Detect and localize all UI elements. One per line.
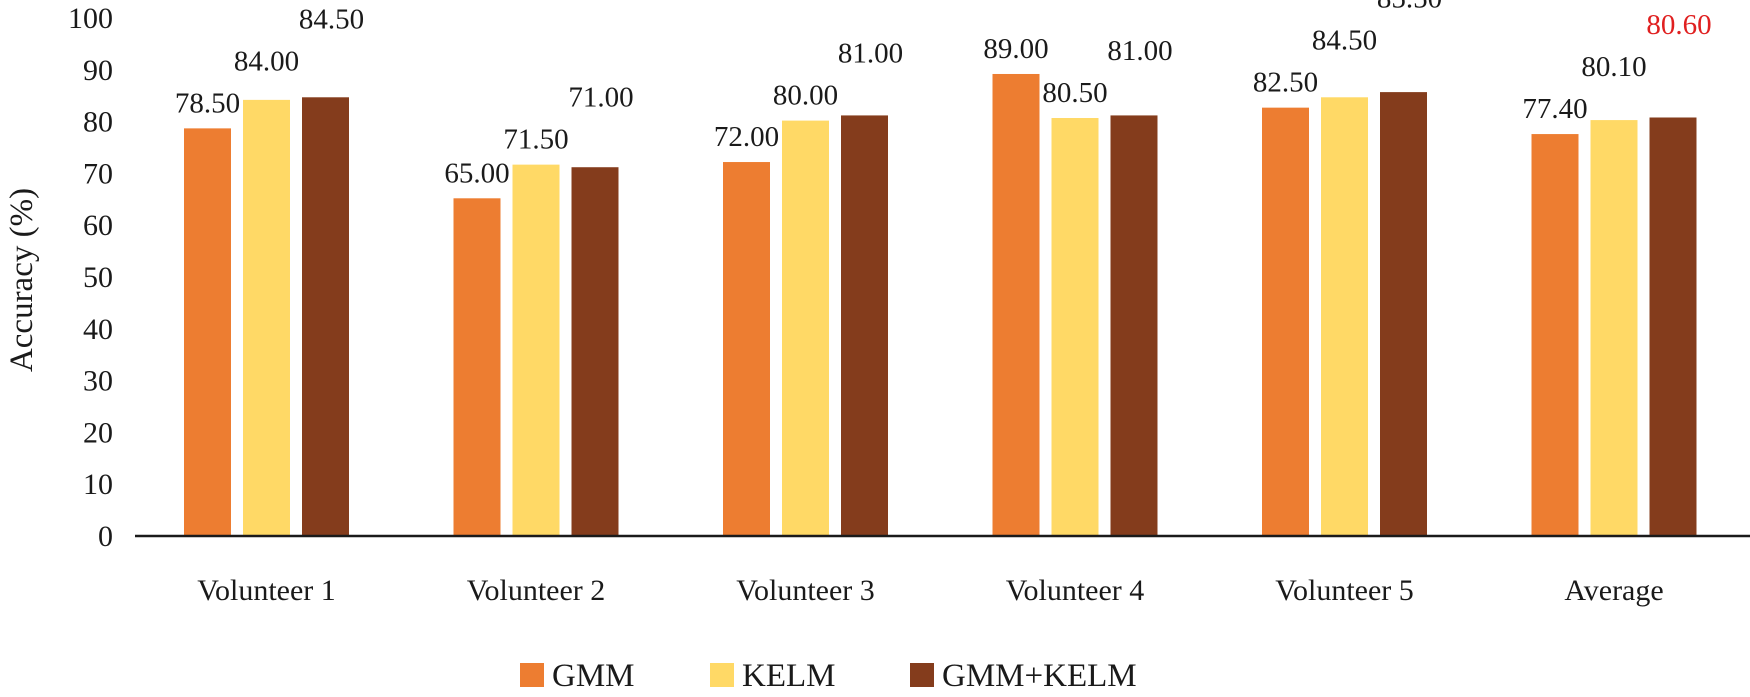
data-label: 84.50 [1312, 25, 1377, 57]
data-label: 80.50 [1042, 77, 1107, 109]
bar-gmm-kelm-1 [571, 167, 619, 535]
bar-gmm-5 [1531, 134, 1579, 535]
legend-swatch-0 [520, 663, 544, 687]
bars [184, 73, 1697, 536]
bar-kelm-0 [243, 99, 290, 535]
y-tick-label: 20 [83, 416, 113, 449]
legend: GMM KELM GMM+KELM [520, 658, 1137, 694]
bar-kelm-2 [782, 120, 829, 535]
bar-gmm-kelm-3 [1110, 115, 1158, 536]
x-tick-label: Volunteer 3 [736, 574, 875, 607]
data-label: 71.00 [568, 82, 633, 114]
y-tick-label: 80 [83, 106, 113, 139]
x-tick-label: Volunteer 5 [1275, 574, 1414, 607]
legend-label-0: GMM [552, 658, 635, 692]
y-tick-label: 70 [83, 157, 113, 190]
y-tick-label: 50 [83, 261, 113, 294]
bar-gmm-kelm-0 [302, 97, 349, 535]
y-tick-label: 10 [83, 468, 113, 501]
bar-kelm-3 [1051, 118, 1099, 535]
data-label: 71.50 [503, 124, 568, 156]
legend-label-1: KELM [742, 658, 836, 692]
bar-gmm-kelm-4 [1380, 92, 1427, 536]
data-label: 82.50 [1253, 67, 1318, 99]
y-tick-label: 90 [83, 54, 113, 87]
y-tick-label: 30 [83, 365, 113, 398]
bar-gmm-3 [992, 73, 1040, 535]
bar-gmm-4 [1262, 107, 1309, 536]
data-label: 80.10 [1581, 51, 1646, 83]
x-tick-label: Volunteer 4 [1006, 574, 1145, 607]
y-tick-label: 60 [83, 209, 113, 242]
bar-gmm-0 [184, 128, 231, 535]
data-label: 65.00 [444, 157, 509, 189]
data-label: 84.00 [234, 45, 299, 77]
bar-gmm-kelm-5 [1649, 117, 1697, 535]
data-labels: 78.5084.0084.5065.0071.5071.0072.0080.00… [175, 0, 1712, 189]
data-label: 89.00 [983, 33, 1048, 65]
data-label: 77.40 [1522, 93, 1587, 125]
y-axis-title: Accuracy (%) [4, 188, 40, 372]
data-label: 78.50 [175, 87, 240, 119]
bar-gmm-2 [723, 162, 770, 536]
data-label: 72.00 [714, 121, 779, 153]
data-label: 84.50 [299, 3, 364, 35]
bar-kelm-1 [512, 164, 560, 535]
x-tick-label: Volunteer 2 [467, 574, 606, 607]
bar-kelm-5 [1590, 120, 1638, 535]
bar-gmm-kelm-2 [841, 115, 888, 536]
x-tick-label: Average [1564, 574, 1663, 607]
data-label: 80.60 [1646, 9, 1711, 41]
y-axis: 0 10 20 30 40 50 60 70 80 90 100 [68, 2, 113, 553]
legend-swatch-1 [710, 663, 734, 687]
x-axis: Volunteer 1 Volunteer 2 Volunteer 3 Volunte… [135, 534, 1750, 607]
legend-label-2: GMM+KELM [942, 658, 1137, 692]
legend-swatch-2 [910, 663, 934, 687]
bar-kelm-4 [1321, 97, 1368, 535]
data-label: 80.00 [773, 80, 838, 112]
y-tick-label: 0 [98, 520, 113, 553]
x-tick-label: Volunteer 1 [197, 574, 336, 607]
y-tick-label: 100 [68, 2, 113, 35]
data-label: 81.00 [838, 38, 903, 70]
bar-gmm-1 [453, 198, 501, 536]
data-label: 85.50 [1377, 0, 1442, 15]
data-label: 81.00 [1107, 35, 1172, 67]
y-tick-label: 40 [83, 313, 113, 346]
